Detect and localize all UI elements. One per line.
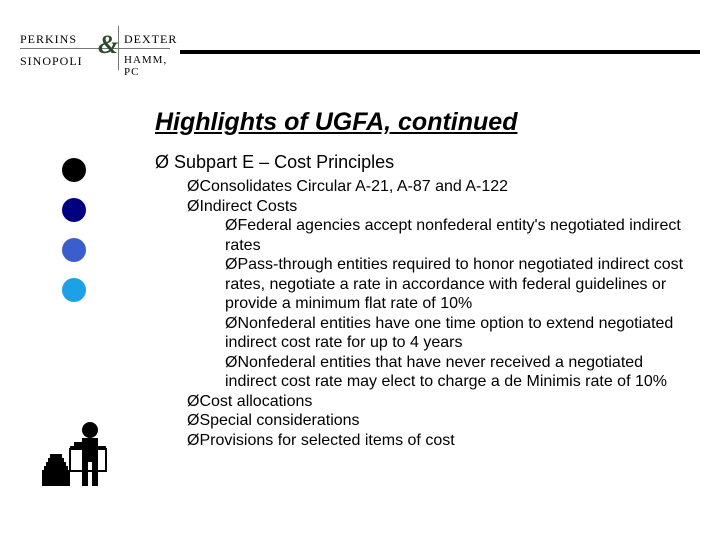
logo-bot-right: HAMM, PC (124, 54, 170, 78)
header: & PERKINS DEXTER SINOPOLI HAMM, PC (20, 28, 700, 88)
bullet-glyph: Ø (187, 178, 199, 195)
bullet-level2: ØConsolidates Circular A-21, A-87 and A-… (187, 177, 695, 197)
bullet-text: Cost allocations (199, 393, 312, 410)
bullet-level3: ØNonfederal entities that have never rec… (225, 353, 695, 392)
bullet-glyph: Ø (225, 354, 237, 371)
bullet-glyph: Ø (187, 432, 199, 449)
logo-divider-h (20, 48, 170, 49)
bullet-level3: ØFederal agencies accept nonfederal enti… (225, 216, 695, 255)
bullet-level2: ØCost allocations (187, 392, 695, 412)
logo-top-left: PERKINS (20, 32, 77, 47)
bullet-text: Special considerations (199, 412, 359, 429)
reader-clipart-icon (42, 416, 110, 488)
dot-icon (62, 238, 86, 262)
logo-bot-left: SINOPOLI (20, 54, 83, 69)
bullet-text: Pass-through entities required to honor … (225, 256, 683, 312)
bullet-text: Nonfederal entities that have never rece… (225, 354, 667, 391)
bullet-glyph: Ø (187, 412, 199, 429)
bullet-glyph: Ø (225, 315, 237, 332)
bullet-text: Subpart E – Cost Principles (174, 152, 394, 172)
bullet-level2: ØSpecial considerations (187, 411, 695, 431)
bullet-level2: ØIndirect Costs (187, 197, 695, 217)
dot-icon (62, 158, 86, 182)
bullet-text: Indirect Costs (199, 198, 297, 215)
bullet-glyph: Ø (225, 256, 237, 273)
dot-icon (62, 278, 86, 302)
header-rule (180, 50, 700, 54)
bullet-level3: ØNonfederal entities have one time optio… (225, 314, 695, 353)
bullet-glyph: Ø (155, 152, 169, 172)
bullet-glyph: Ø (187, 198, 199, 215)
bullet-text: Federal agencies accept nonfederal entit… (225, 217, 681, 254)
logo-top-right: DEXTER (124, 32, 177, 47)
bullet-level1: Ø Subpart E – Cost Principles (155, 152, 695, 173)
bullet-glyph: Ø (187, 393, 199, 410)
decorative-dots (62, 158, 86, 318)
bullet-glyph: Ø (225, 217, 237, 234)
bullet-text: Provisions for selected items of cost (199, 432, 454, 449)
slide-title: Highlights of UGFA, continued (155, 108, 517, 137)
bullet-level2: ØProvisions for selected items of cost (187, 431, 695, 451)
dot-icon (62, 198, 86, 222)
bullet-text: Consolidates Circular A-21, A-87 and A-1… (199, 178, 508, 195)
ampersand-icon: & (98, 30, 119, 60)
bullet-content: Ø Subpart E – Cost Principles ØConsolida… (155, 152, 695, 450)
bullet-level3: ØPass-through entities required to honor… (225, 255, 695, 314)
bullet-text: Nonfederal entities have one time option… (225, 315, 673, 352)
